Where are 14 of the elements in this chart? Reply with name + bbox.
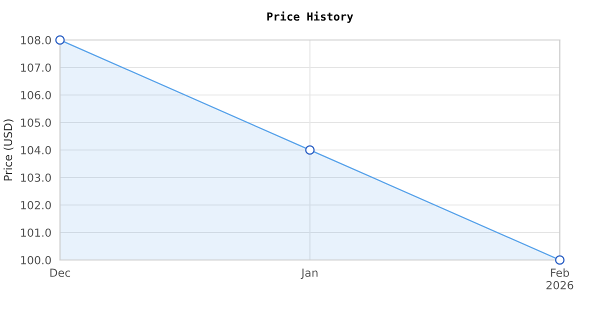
y-axis-title: Price (USD): [4, 119, 14, 180]
x-tick-label: Feb 2026: [546, 268, 574, 290]
chart-title: Price History: [267, 12, 354, 23]
y-tick-label: 103.0: [21, 173, 51, 182]
x-tick-label: Dec: [50, 268, 70, 277]
x-tick-label: Jan: [300, 268, 318, 279]
y-tick-label: 106.0: [21, 90, 51, 100]
y-tick-label: 107.0: [21, 63, 51, 72]
y-tick-label: 102.0: [21, 200, 51, 210]
y-tick-label: 105.0: [21, 118, 51, 127]
y-tick-label: 100.0: [21, 256, 51, 264]
y-tick-label: 104.0: [21, 146, 51, 154]
y-tick-label: 101.0: [21, 228, 51, 237]
y-tick-label: 108.0: [21, 36, 51, 44]
